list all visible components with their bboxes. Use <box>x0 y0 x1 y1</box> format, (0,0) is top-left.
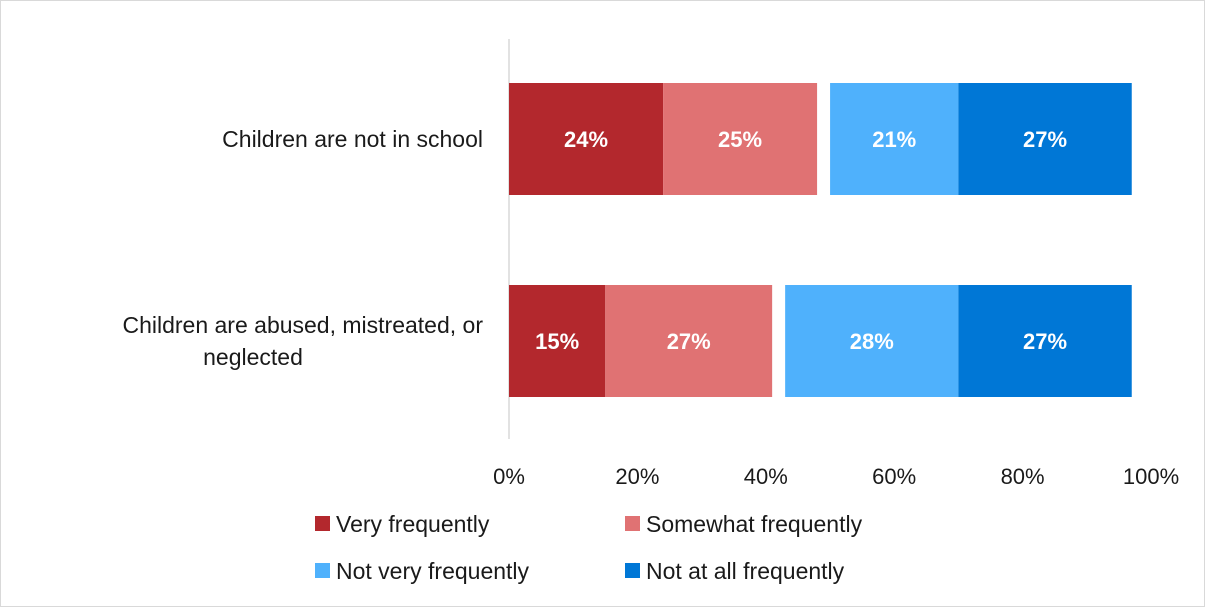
bar-segment <box>785 285 959 397</box>
legend-label: Somewhat frequently <box>646 511 863 537</box>
bar-segment <box>958 83 1132 195</box>
x-tick-label: 40% <box>744 464 788 489</box>
bar-segment <box>830 83 959 195</box>
bar-segment <box>509 285 606 397</box>
labels-layer: Children are not in school Children are a… <box>122 126 1067 370</box>
data-label: 27% <box>1023 127 1067 152</box>
axis-layer: 0% 20% 40% 60% 80% 100% <box>493 39 1179 489</box>
data-label: 24% <box>564 127 608 152</box>
data-label: 27% <box>1023 329 1067 354</box>
legend: Very frequently Somewhat frequently Not ve… <box>315 511 863 584</box>
x-tick-label: 0% <box>493 464 525 489</box>
data-label: 28% <box>850 329 894 354</box>
data-label: 21% <box>872 127 916 152</box>
bar-segment <box>605 285 773 397</box>
legend-label: Not at all frequently <box>646 558 845 584</box>
legend-swatch <box>625 563 640 578</box>
legend-swatch <box>625 516 640 531</box>
data-label: 15% <box>535 329 579 354</box>
x-tick-label: 20% <box>615 464 659 489</box>
bar-segment <box>958 285 1132 397</box>
data-label: 27% <box>667 329 711 354</box>
bar-segment <box>663 83 818 195</box>
legend-label: Very frequently <box>336 511 490 537</box>
legend-swatch <box>315 563 330 578</box>
x-tick-label: 80% <box>1001 464 1045 489</box>
bar-segment <box>509 83 664 195</box>
legend-swatch <box>315 516 330 531</box>
category-label: Children are not in school <box>222 126 483 152</box>
x-tick-label: 60% <box>872 464 916 489</box>
legend-label: Not very frequently <box>336 558 530 584</box>
x-tick-label: 100% <box>1123 464 1179 489</box>
data-label: 25% <box>718 127 762 152</box>
bars-layer <box>509 83 1132 397</box>
category-label: neglected <box>203 344 303 370</box>
category-label: Children are abused, mistreated, or <box>122 312 483 338</box>
